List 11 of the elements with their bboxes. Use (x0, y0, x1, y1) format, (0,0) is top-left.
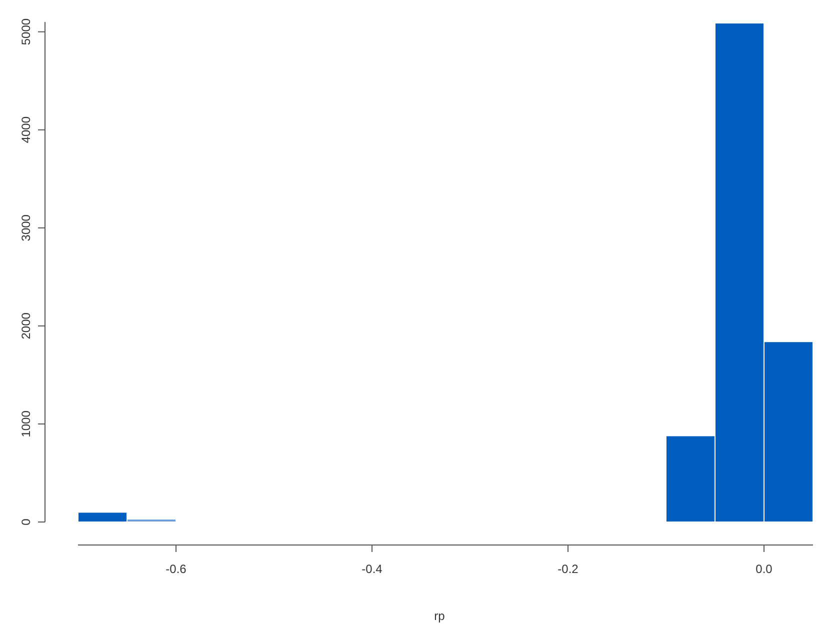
y-tick-label: 0 (19, 518, 33, 526)
x-tick-label: 0.0 (756, 562, 773, 576)
x-tick-label: -0.4 (362, 562, 383, 576)
y-tick-label: 4000 (19, 116, 33, 144)
y-tick-label: 2000 (19, 312, 33, 340)
y-tick-label: 1000 (19, 410, 33, 438)
y-tick-label: 3000 (19, 214, 33, 242)
x-tick-label: -0.2 (558, 562, 579, 576)
y-tick-label: 5000 (19, 18, 33, 46)
x-axis-title: rp (434, 609, 446, 623)
x-tick-label: -0.6 (166, 562, 187, 576)
